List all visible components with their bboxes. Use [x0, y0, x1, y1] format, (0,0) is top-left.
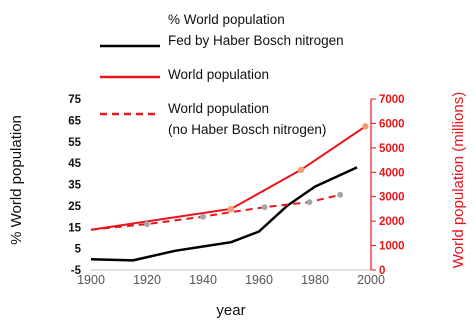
legend-label-world-population: World population [168, 67, 269, 82]
y-tick-right-0: 7000 [379, 94, 405, 106]
y-tick-left-1: 65 [68, 115, 81, 127]
y-ticks-right: 7000 6000 5000 4000 3000 2000 1000 0 [371, 94, 405, 277]
point-no-haber-bosch [200, 213, 206, 220]
point-no-haber-bosch [337, 191, 344, 198]
legend-label-no-haber-bosch-line1: World population [168, 101, 269, 116]
y-tick-right-7: 0 [379, 265, 385, 277]
x-tick-0: 1900 [77, 273, 105, 287]
x-ticks: 1900 1920 1940 1960 1980 2000 [77, 273, 385, 287]
legend-label-haber-bosch-line1: % World population [168, 12, 285, 27]
x-tick-5: 2000 [357, 273, 385, 287]
y-tick-left-5: 25 [68, 201, 81, 213]
legend-label-haber-bosch-line2: Fed by Haber Bosch nitrogen [168, 33, 344, 48]
series-line-haber-bosch [90, 166, 358, 262]
x-tick-1: 1920 [133, 273, 161, 287]
series-layer [90, 123, 369, 262]
y-tick-left-3: 45 [68, 158, 81, 170]
point-world-population [362, 123, 369, 130]
y-tick-right-4: 3000 [379, 192, 405, 204]
y-tick-left-0: 75 [68, 94, 81, 106]
x-tick-4: 1980 [301, 273, 329, 287]
x-tick-2: 1940 [189, 273, 217, 287]
y-axis-title-right: World population (millions) [450, 92, 467, 268]
y-tick-left-7: 5 [75, 244, 82, 256]
legend-label-no-haber-bosch-line2: (no Haber Bosch nitrogen) [168, 122, 326, 137]
point-world-population [297, 166, 305, 174]
y-tick-right-2: 5000 [379, 143, 405, 155]
point-world-population [227, 205, 235, 213]
series-line-world-population [90, 125, 366, 231]
point-no-haber-bosch [144, 221, 150, 228]
x-axis-title: year [216, 302, 245, 319]
y-tick-left-2: 55 [68, 137, 81, 149]
x-tick-3: 1960 [245, 273, 273, 287]
y-ticks-left: 75 65 55 45 35 25 15 5 -5 [68, 94, 81, 277]
y-axis-title-left: % World population [8, 115, 25, 245]
y-tick-right-1: 6000 [379, 118, 405, 130]
y-tick-left-4: 35 [68, 180, 81, 192]
point-no-haber-bosch [306, 199, 313, 206]
y-tick-right-6: 1000 [379, 241, 405, 253]
y-tick-left-8: -5 [71, 265, 82, 277]
y-tick-right-5: 2000 [379, 216, 405, 228]
legend: % World population Fed by Haber Bosch ni… [100, 12, 344, 137]
y-tick-right-3: 4000 [379, 167, 405, 179]
y-tick-left-6: 15 [68, 222, 81, 234]
point-no-haber-bosch [261, 204, 268, 211]
